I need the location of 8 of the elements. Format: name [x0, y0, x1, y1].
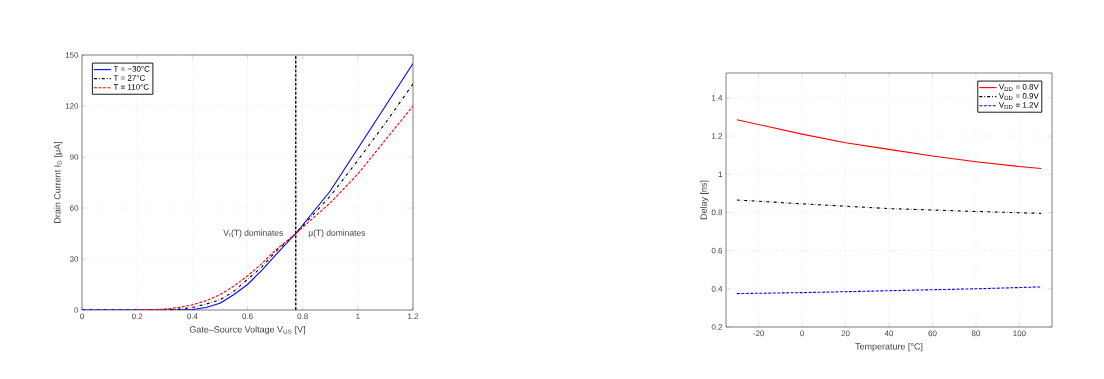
y-axis-title: Delay [ns] [700, 180, 709, 220]
line-series [736, 199, 1042, 214]
annotation: V$_{t}$(T) dominates [223, 229, 283, 238]
line-series [136, 105, 413, 310]
annotation: μ(T) dominates [308, 229, 366, 238]
x-axis-title: Temperature [°C] [855, 343, 923, 352]
y-axis-title: Drain Current I$_{D}$ [μA] [53, 142, 63, 223]
x-axis-title: Gate–Source Voltage V$_{GS}$ [V] [189, 326, 306, 335]
